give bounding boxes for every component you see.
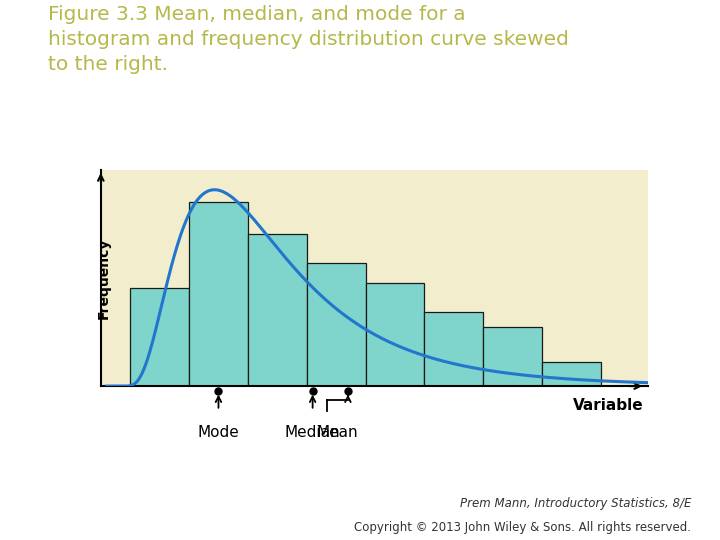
Text: Median: Median bbox=[285, 426, 341, 441]
Bar bbox=[483, 327, 542, 386]
Bar bbox=[424, 313, 483, 386]
Text: Variable: Variable bbox=[572, 399, 643, 414]
Text: Frequency: Frequency bbox=[96, 238, 111, 319]
Bar bbox=[366, 283, 424, 386]
Bar bbox=[189, 202, 248, 386]
Bar bbox=[307, 264, 366, 386]
Text: Copyright © 2013 John Wiley & Sons. All rights reserved.: Copyright © 2013 John Wiley & Sons. All … bbox=[354, 521, 691, 534]
Bar bbox=[130, 288, 189, 386]
Text: Figure 3.3 Mean, median, and mode for a
histogram and frequency distribution cur: Figure 3.3 Mean, median, and mode for a … bbox=[48, 4, 569, 73]
Bar bbox=[542, 362, 601, 386]
Text: Mean: Mean bbox=[317, 426, 358, 441]
Bar bbox=[248, 234, 307, 386]
Text: Mode: Mode bbox=[197, 426, 239, 441]
Text: Prem Mann, Introductory Statistics, 8/E: Prem Mann, Introductory Statistics, 8/E bbox=[460, 497, 691, 510]
